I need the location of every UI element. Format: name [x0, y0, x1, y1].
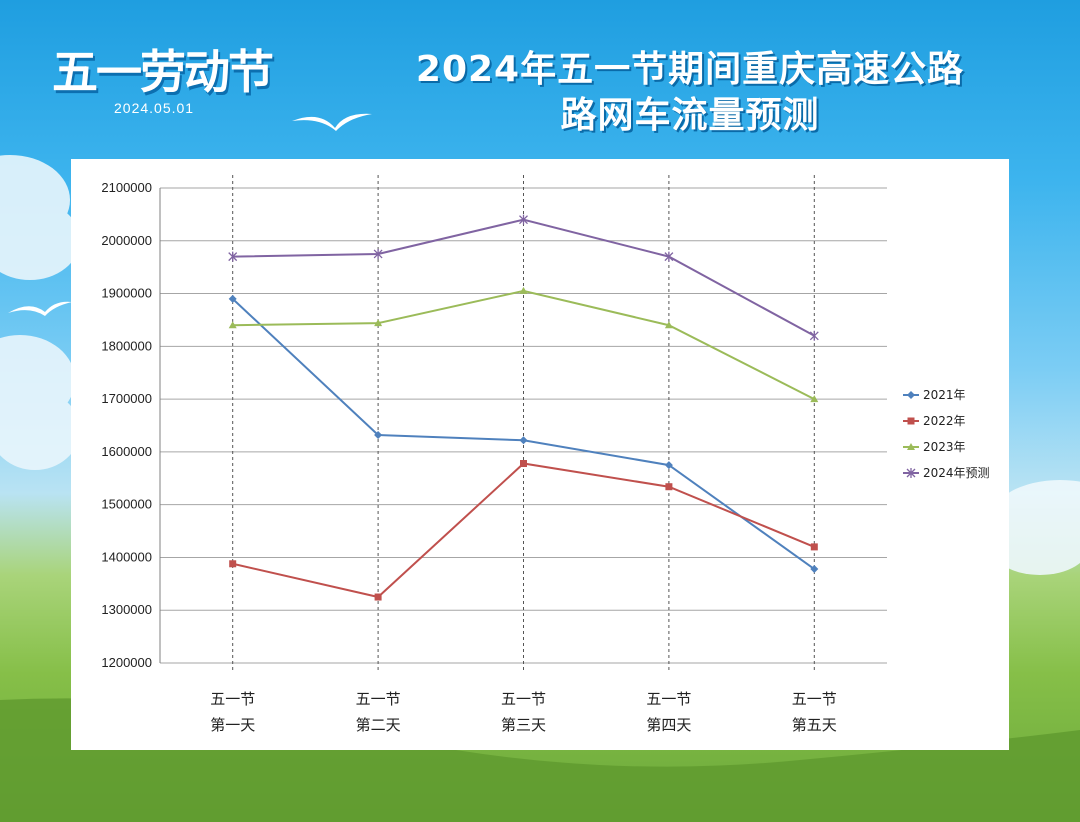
y-tick-label: 1500000 — [101, 497, 152, 512]
x-tick-label: 第二天 — [356, 716, 401, 734]
cloud-left — [0, 155, 80, 470]
x-tick-label: 五一节 — [210, 690, 255, 708]
data-point-marker — [810, 543, 818, 551]
legend-label: 2021年 — [923, 388, 966, 402]
data-point-marker — [519, 214, 528, 225]
logo-date: 2024.05.01 — [114, 100, 195, 116]
data-point-marker — [665, 483, 673, 491]
legend-label: 2022年 — [923, 414, 966, 428]
y-tick-label: 1900000 — [101, 286, 152, 301]
data-point-marker — [228, 321, 237, 329]
data-point-marker — [374, 319, 383, 327]
data-point-marker — [906, 468, 916, 478]
data-point-marker — [373, 248, 383, 259]
y-tick-label: 1400000 — [101, 549, 152, 564]
data-point-marker — [664, 461, 673, 470]
data-point-marker — [520, 460, 527, 467]
y-tick-label: 1700000 — [101, 391, 152, 406]
data-point-marker — [228, 251, 238, 262]
y-axis: 2100000 2000000 1900000 1800000 1700000 16000… — [101, 180, 161, 670]
y-tick-label: 1800000 — [101, 338, 152, 353]
series-lines — [228, 214, 819, 601]
data-point-marker — [519, 286, 528, 294]
x-tick-label: 第四天 — [646, 716, 691, 734]
y-tick-label: 1600000 — [101, 444, 152, 459]
chart-card: 2100000 2000000 1900000 1800000 1700000 16000… — [71, 159, 1009, 750]
y-tick-label: 1300000 — [101, 602, 152, 617]
x-tick-label: 五一节 — [646, 690, 691, 708]
bird-icon — [8, 301, 72, 316]
data-point-marker — [229, 560, 237, 568]
legend-label: 2024年预测 — [923, 466, 990, 480]
page-title-line2: 路网车流量预测 — [560, 95, 820, 136]
x-tick-label: 五一节 — [501, 690, 546, 708]
data-point-marker — [810, 395, 819, 403]
data-point-marker — [809, 330, 819, 341]
data-point-marker — [907, 443, 915, 450]
x-tick-label: 第一天 — [210, 716, 255, 734]
data-point-marker — [907, 417, 915, 425]
data-point-marker — [228, 294, 237, 303]
gridlines — [160, 175, 887, 673]
bird-icon — [292, 113, 372, 131]
data-point-marker — [519, 436, 528, 445]
y-tick-label: 2100000 — [101, 180, 152, 195]
data-point-marker — [810, 565, 819, 574]
legend-label: 2023年 — [923, 440, 966, 454]
data-point-marker — [907, 391, 915, 399]
x-tick-label: 五一节 — [356, 690, 401, 708]
legend: 2021年 2022年 2023年 2024年预测 — [903, 388, 990, 480]
line-chart: 2100000 2000000 1900000 1800000 1700000 16000… — [101, 175, 990, 734]
data-point-marker — [664, 251, 674, 262]
x-tick-label: 第五天 — [792, 716, 837, 734]
y-tick-label: 1200000 — [101, 655, 152, 670]
page-title-line1: 2024年五一节期间重庆高速公路 — [415, 49, 965, 90]
cloud-right — [990, 480, 1080, 575]
x-tick-label: 第三天 — [501, 716, 546, 734]
logo-title: 五一劳动节 — [52, 45, 274, 99]
y-tick-label: 2000000 — [101, 233, 152, 248]
data-point-marker — [664, 321, 673, 329]
data-point-marker — [374, 593, 382, 601]
data-point-marker — [374, 431, 383, 439]
x-tick-label: 五一节 — [792, 690, 837, 708]
